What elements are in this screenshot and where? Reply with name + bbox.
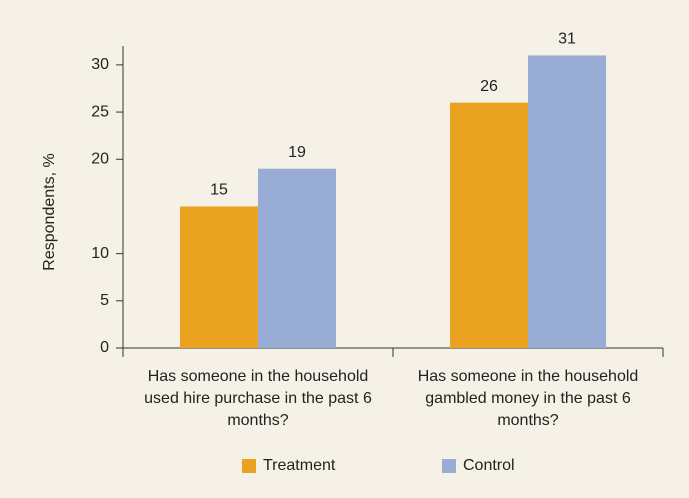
x-tick-label: Has someone in the household used hire p… <box>144 368 372 429</box>
data-label: 15 <box>210 182 228 199</box>
data-label: 26 <box>480 78 498 95</box>
bar <box>450 102 528 348</box>
x-tick-label: Has someone in the household gambled mon… <box>417 368 639 429</box>
y-tick-label: 5 <box>100 292 109 309</box>
bar <box>258 168 336 348</box>
legend-swatch <box>442 459 456 473</box>
data-label: 31 <box>558 31 576 48</box>
legend-label: Control <box>463 457 515 474</box>
y-tick-label: 20 <box>91 150 109 167</box>
y-tick-label: 30 <box>91 56 109 73</box>
bar <box>180 206 258 348</box>
legend-swatch <box>242 459 256 473</box>
data-label: 19 <box>288 144 306 161</box>
legend-label: Treatment <box>263 457 336 474</box>
y-tick-label: 25 <box>91 103 109 120</box>
y-axis-label: Respondents, % <box>41 153 58 270</box>
y-tick-label: 10 <box>91 245 109 262</box>
y-tick-label: 0 <box>100 339 109 356</box>
bar <box>528 55 606 348</box>
